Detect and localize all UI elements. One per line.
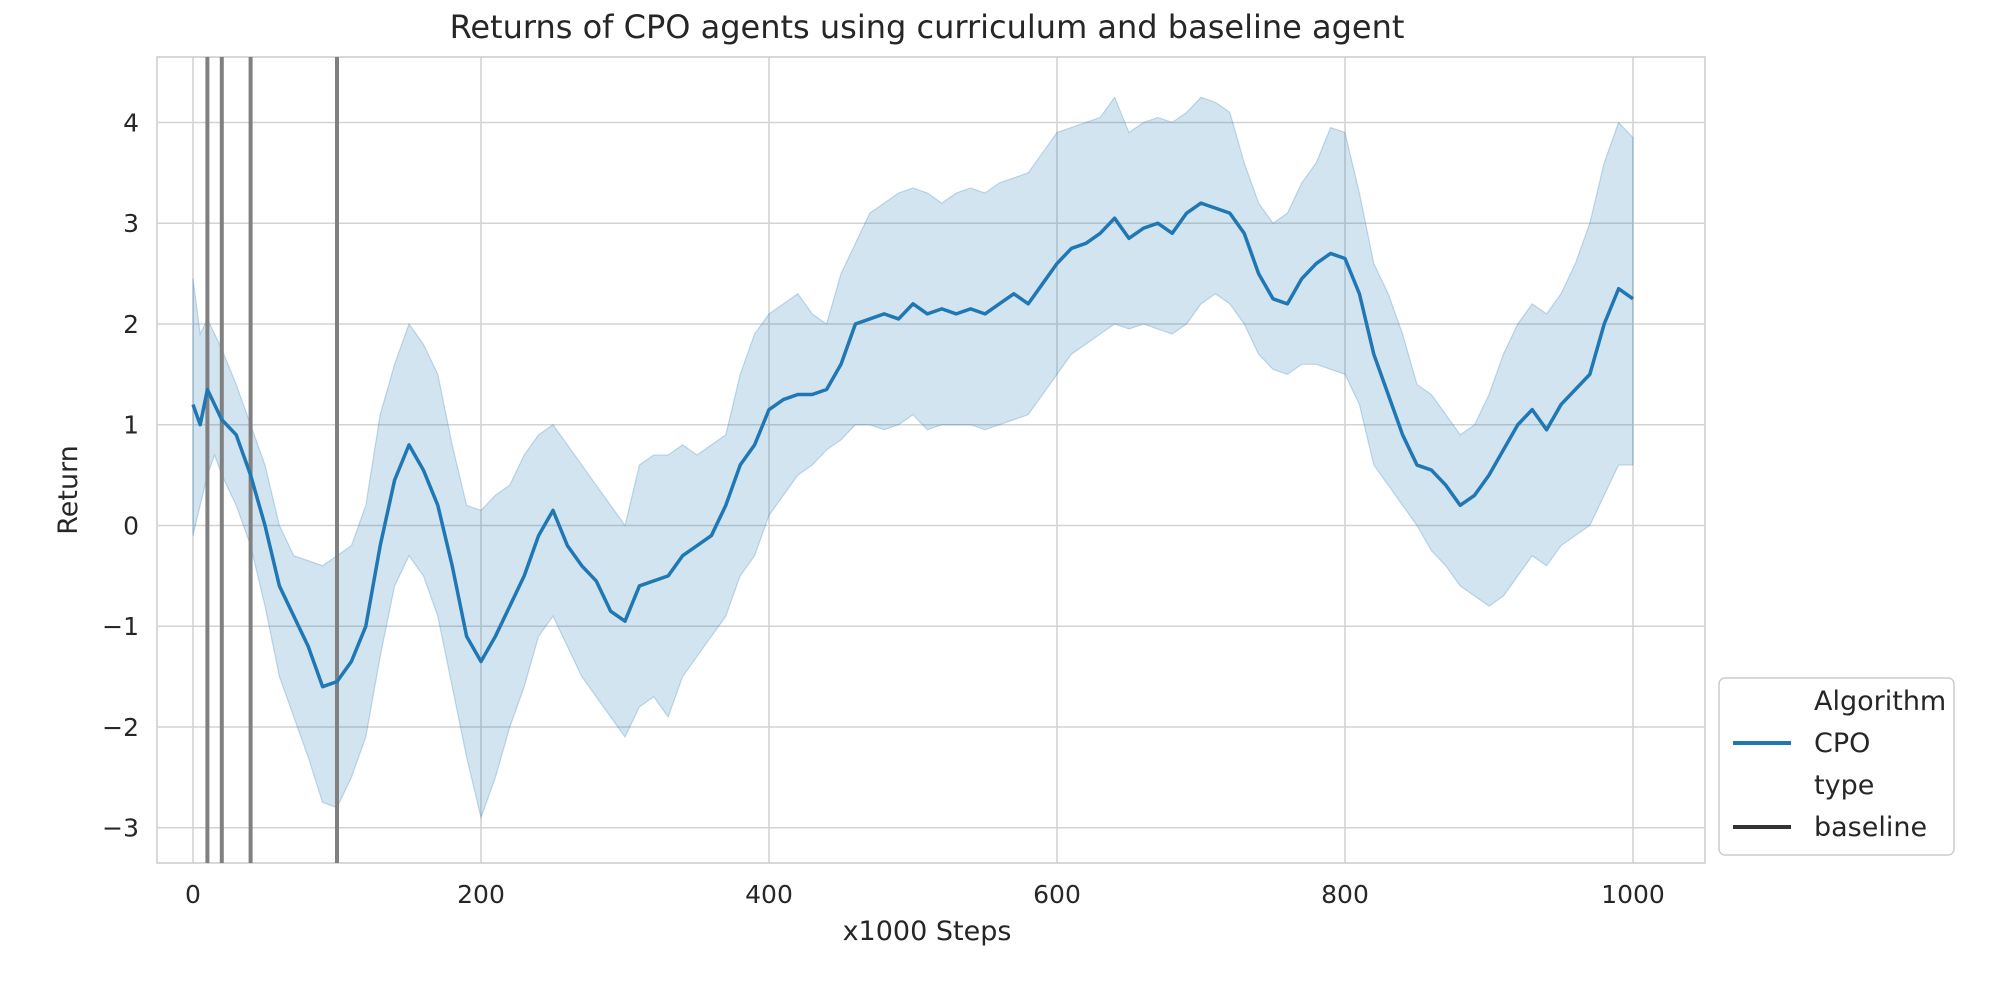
- y-axis-ticks: −3 −2 −1 0 1 2 3 4: [102, 108, 139, 842]
- y-tick-label: 3: [123, 209, 139, 238]
- x-tick-label: 200: [457, 880, 505, 909]
- legend-entry: type: [1814, 770, 1874, 801]
- x-tick-label: 1000: [1601, 880, 1665, 909]
- plot-area: [156, 56, 1706, 864]
- series-line-layer: [191, 201, 1635, 689]
- y-tick-label: −3: [102, 814, 139, 843]
- x-tick-label: 600: [1033, 880, 1081, 909]
- y-tick-label: 0: [123, 511, 139, 540]
- legend-box: [1718, 677, 1955, 856]
- legend-entry: Algorithm: [1814, 686, 1946, 717]
- y-tick-label: 2: [123, 310, 139, 339]
- y-tick-label: −2: [102, 713, 139, 742]
- y-tick-label: −1: [102, 612, 139, 641]
- grid: [157, 57, 1705, 863]
- y-axis-label: Return: [53, 445, 84, 535]
- x-tick-label: 0: [185, 880, 201, 909]
- legend-entry: CPO: [1814, 728, 1870, 759]
- x-tick-label: 800: [1321, 880, 1369, 909]
- curriculum-vlines: [205, 57, 339, 863]
- y-tick-label: 4: [123, 108, 139, 137]
- series-line-cpo: [191, 201, 1635, 689]
- x-tick-label: 400: [745, 880, 793, 909]
- x-axis-label: x1000 Steps: [843, 916, 1012, 947]
- legend-entry: baseline: [1814, 812, 1927, 843]
- legend: Algorithm CPO type baseline: [1718, 677, 1955, 856]
- x-axis-ticks: 0 200 400 600 800 1000: [185, 880, 1665, 909]
- confidence-band: [192, 96, 1634, 820]
- confidence-band-layer: [192, 96, 1634, 820]
- y-tick-label: 1: [123, 411, 139, 440]
- chart-title: Returns of CPO agents using curriculum a…: [450, 8, 1405, 46]
